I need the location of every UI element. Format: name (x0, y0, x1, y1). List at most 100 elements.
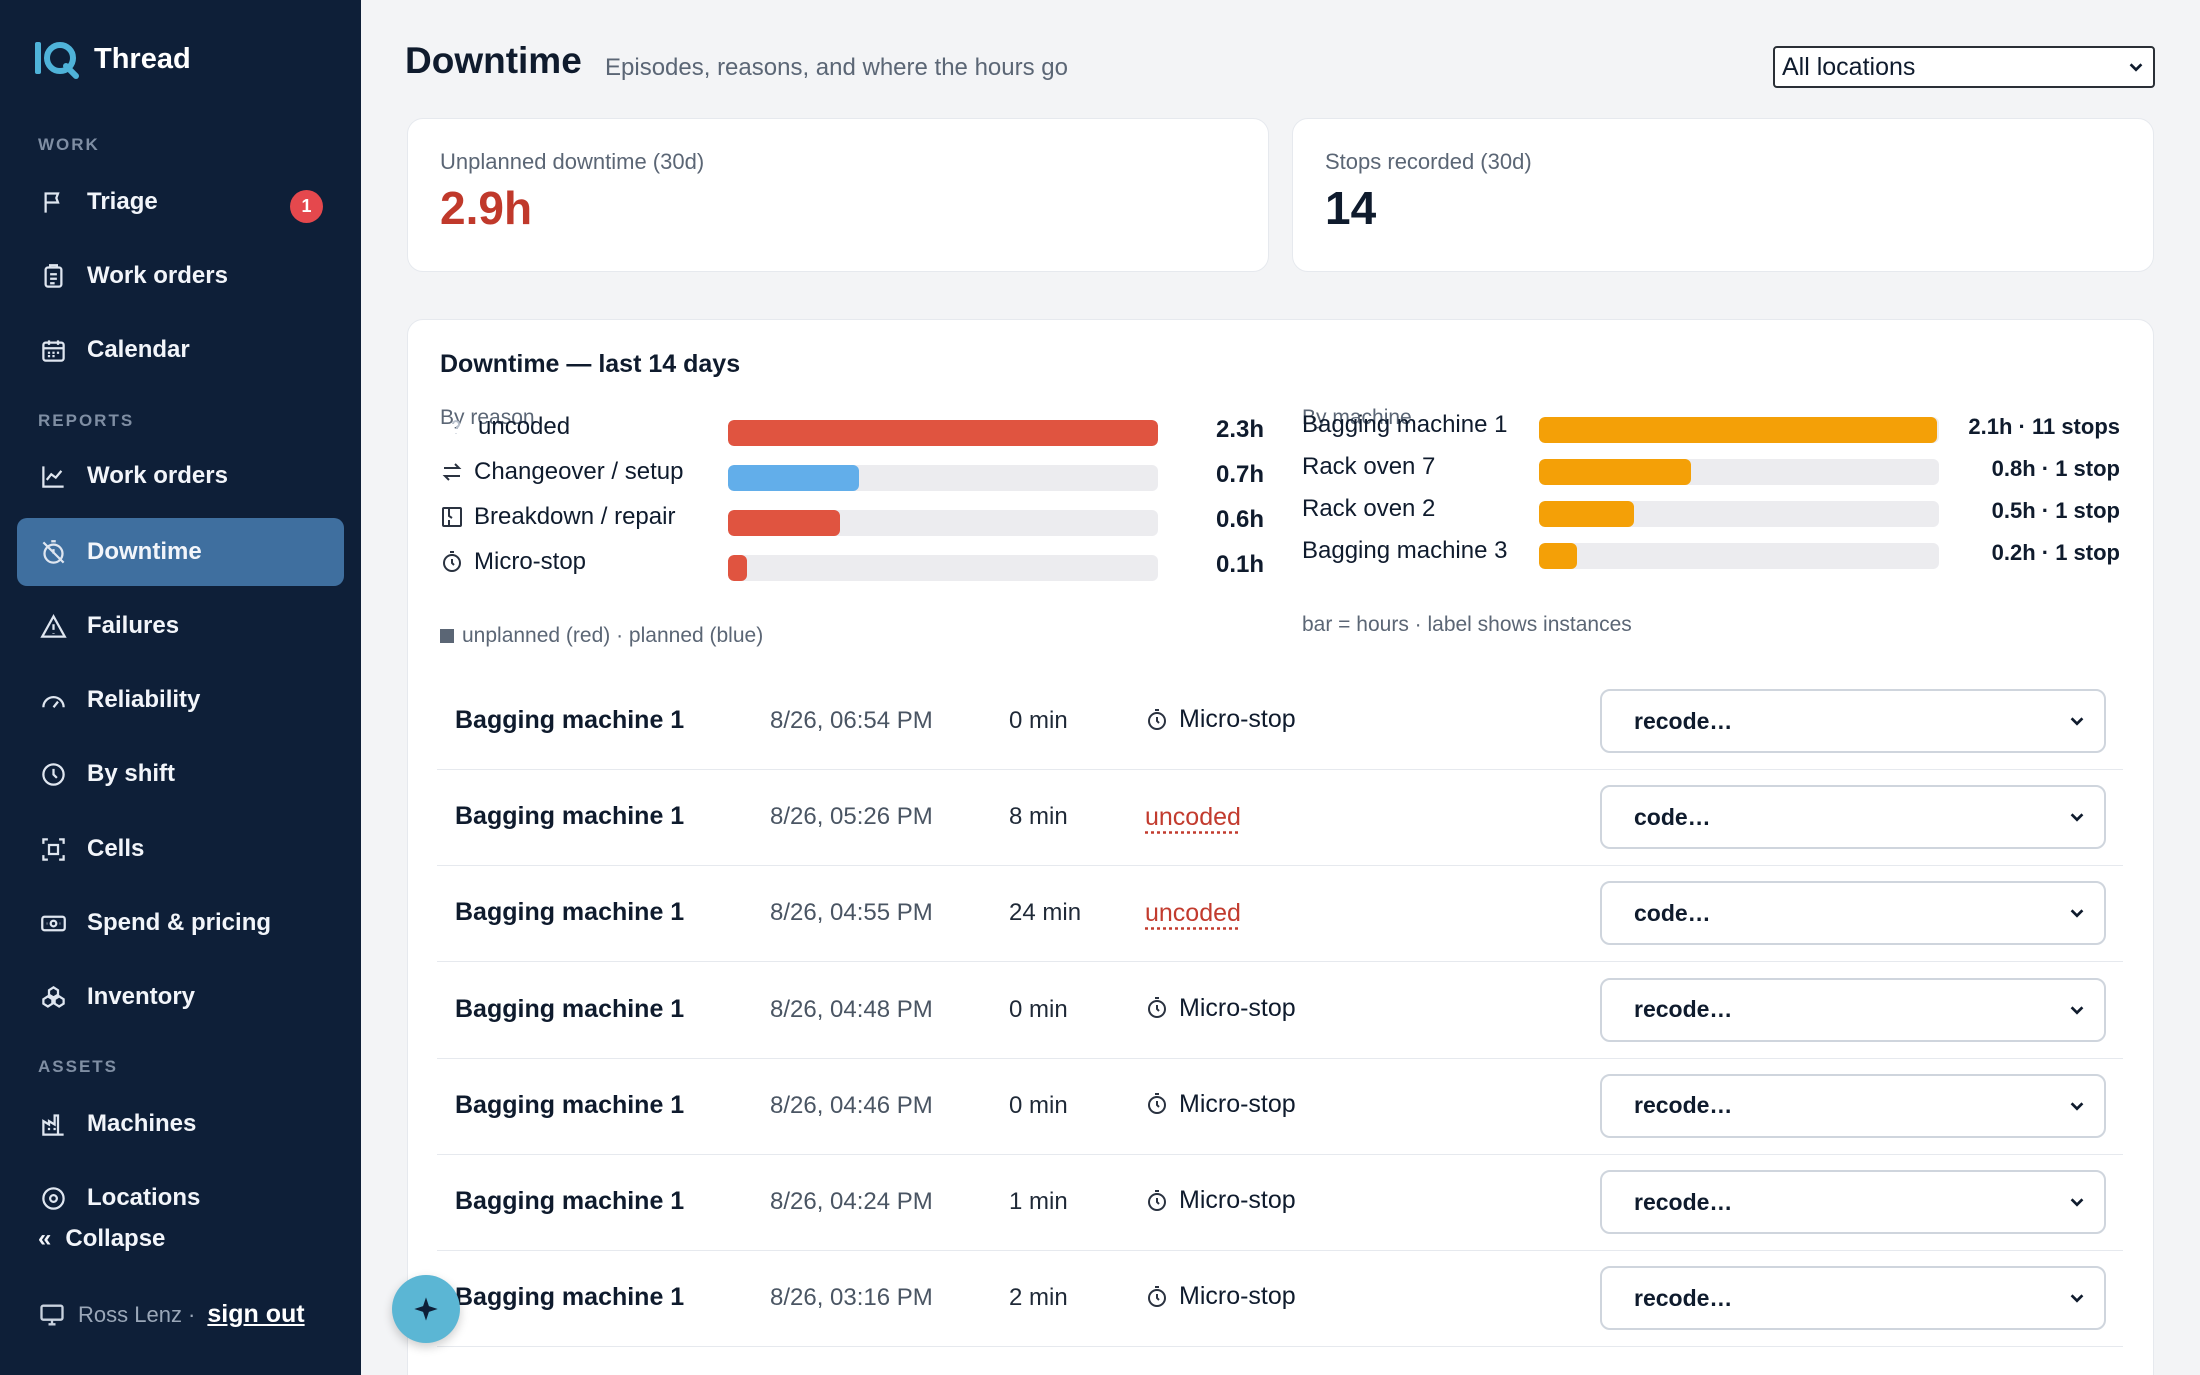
location-filter-select[interactable]: All locations (1773, 46, 2155, 88)
episode-reason: Micro-stop (1145, 1090, 1296, 1119)
stopwatch-icon (443, 551, 461, 572)
reason-legend-text: unplanned (red) · planned (blue) (462, 624, 764, 647)
episode-row: Bagging machine 1 8/26, 04:24 PM 1 min Micr… (437, 1155, 2123, 1251)
reason-bar-track (728, 510, 1158, 536)
reason-bar (728, 465, 859, 491)
downtime-icon (39, 538, 67, 566)
sidebar-item-machines[interactable]: Machines (17, 1090, 344, 1158)
sidebar-item-label: Spend & pricing (87, 909, 272, 936)
reason-label: uncoded (444, 413, 570, 441)
episode-time: 8/26, 04:55 PM (770, 899, 933, 927)
machine-bar (1539, 417, 1937, 443)
episode-row: Bagging machine 1 8/26, 04:55 PM 24 min unc… (437, 866, 2123, 963)
location-filter-value: All locations (1782, 52, 1916, 81)
stopwatch-icon (1148, 1189, 1166, 1211)
machine-name: Bagging machine 3 (1302, 537, 1508, 564)
sidebar-item-label: Locations (87, 1184, 201, 1210)
machine-bar (1539, 459, 1691, 485)
reason-legend-note: unplanned (red) · planned (blue) (440, 624, 763, 648)
breakdown-icon (442, 507, 462, 527)
sidebar-item-cells[interactable]: Cells (17, 815, 344, 883)
episode-machine: Bagging machine 1 (455, 898, 685, 927)
machine-value-label: 0.5h · 1 stop (1991, 498, 2120, 523)
recode-select[interactable]: recode… (1600, 1073, 2106, 1138)
sparkle-icon (414, 1297, 438, 1321)
reason-name: Micro-stop (474, 548, 587, 575)
sidebar-item-label: Work orders (87, 262, 228, 289)
by-machine-heading: By machine (1302, 406, 1412, 429)
episode-reason-label: Micro-stop (1179, 705, 1296, 733)
episode-machine: Bagging machine 1 (455, 1283, 685, 1312)
machine-bar (1539, 501, 1634, 527)
episode-row: Bagging machine 1 8/26, 04:46 PM 0 min Micr… (437, 1059, 2123, 1155)
chevron-down-icon (2070, 1102, 2084, 1111)
sidebar-item-label: Inventory (87, 983, 196, 1010)
episode-duration: 0 min (1009, 995, 1068, 1023)
machine-value-label: 2.1h · 11 stops (1968, 414, 2120, 439)
clock-icon (39, 760, 67, 788)
collapse-button[interactable]: « Collapse (38, 1225, 165, 1253)
stopwatch-icon (1148, 1093, 1166, 1115)
recode-select[interactable]: recode… (1600, 1170, 2106, 1234)
sidebar-item-reliability[interactable]: Reliability (17, 666, 344, 734)
boxes-icon (39, 983, 67, 1011)
sidebar-item-downtime[interactable]: Downtime (17, 518, 344, 586)
recode-select[interactable]: recode… (1600, 977, 2106, 1042)
collapse-label: Collapse (65, 1225, 166, 1252)
machine-legend-note: bar = hours · label shows instances (1302, 613, 1632, 637)
recode-select[interactable]: recode… (1600, 689, 2106, 753)
question-icon (452, 420, 460, 434)
machine-name: Rack oven 7 (1302, 453, 1436, 480)
chevron-down-icon (2070, 1005, 2084, 1015)
episode-duration: 1 min (1009, 1188, 1068, 1215)
episode-time: 8/26, 03:16 PM (770, 1284, 933, 1312)
stopwatch-icon (1148, 708, 1166, 730)
reason-value-label: 2.3h (1215, 416, 1264, 443)
select-value: recode… (1634, 1092, 1733, 1119)
assistant-button[interactable] (392, 1275, 460, 1343)
reason-bar (728, 510, 841, 536)
sign-out-link[interactable]: sign out (207, 1300, 305, 1328)
double-chevron-left-icon: « (38, 1225, 52, 1252)
episode-machine: Bagging machine 1 (455, 802, 685, 831)
section-label-work: WORK (38, 135, 100, 154)
episode-duration: 0 min (1009, 707, 1068, 734)
episode-uncoded-link[interactable]: uncoded (1145, 899, 1241, 928)
user-name: Ross Lenz · (78, 1301, 196, 1327)
chevron-down-icon (2129, 63, 2143, 72)
episode-row: Bagging machine 1 8/26, 06:54 PM 0 min Micr… (437, 674, 2123, 770)
recode-select[interactable]: recode… (1600, 1266, 2106, 1331)
machine-value-label: 0.8h · 1 stop (1991, 456, 2120, 481)
section-label-assets: ASSETS (38, 1057, 119, 1076)
sidebar-item-inventory[interactable]: Inventory (17, 963, 344, 1031)
select-value: code… (1634, 899, 1711, 926)
sidebar-item-work-orders[interactable]: Work orders (17, 242, 344, 310)
code-select[interactable]: code… (1600, 881, 2106, 946)
machine-legend-text: bar = hours · label shows instances (1302, 613, 1632, 636)
sidebar-item-report-work-orders[interactable]: Work orders (17, 442, 344, 510)
stops-recorded-value: 14 (1325, 182, 1377, 234)
location-icon (39, 1184, 67, 1210)
episode-time: 8/26, 04:46 PM (770, 1091, 933, 1119)
episode-reason: Micro-stop (1145, 705, 1296, 734)
reason-bar-track (728, 420, 1158, 446)
nav-list: WORK Triage 1 Work orders Calendar REPOR… (0, 0, 361, 1210)
sidebar-item-triage[interactable]: Triage 1 (17, 168, 344, 236)
chevron-down-icon (2070, 717, 2084, 726)
sidebar-item-calendar[interactable]: Calendar (17, 316, 344, 384)
machine-bar-track (1539, 543, 1939, 569)
sidebar-item-spend-pricing[interactable]: Spend & pricing (17, 889, 344, 957)
sidebar-item-failures[interactable]: Failures (17, 592, 344, 660)
code-select[interactable]: code… (1600, 785, 2106, 850)
episode-uncoded-link[interactable]: uncoded (1145, 803, 1241, 832)
sidebar-item-locations[interactable]: Locations (17, 1164, 344, 1210)
user-bar: Ross Lenz · sign out (38, 1300, 305, 1329)
sidebar-item-label: Machines (87, 1110, 197, 1137)
brand[interactable]: Thread (34, 38, 191, 80)
sidebar-item-label: Work orders (87, 462, 228, 489)
monitor-icon (40, 1304, 64, 1325)
chevron-down-icon (2070, 1198, 2084, 1207)
sidebar-item-by-shift[interactable]: By shift (17, 740, 344, 808)
reason-name: Changeover / setup (474, 458, 684, 485)
logo-icon (35, 42, 79, 79)
